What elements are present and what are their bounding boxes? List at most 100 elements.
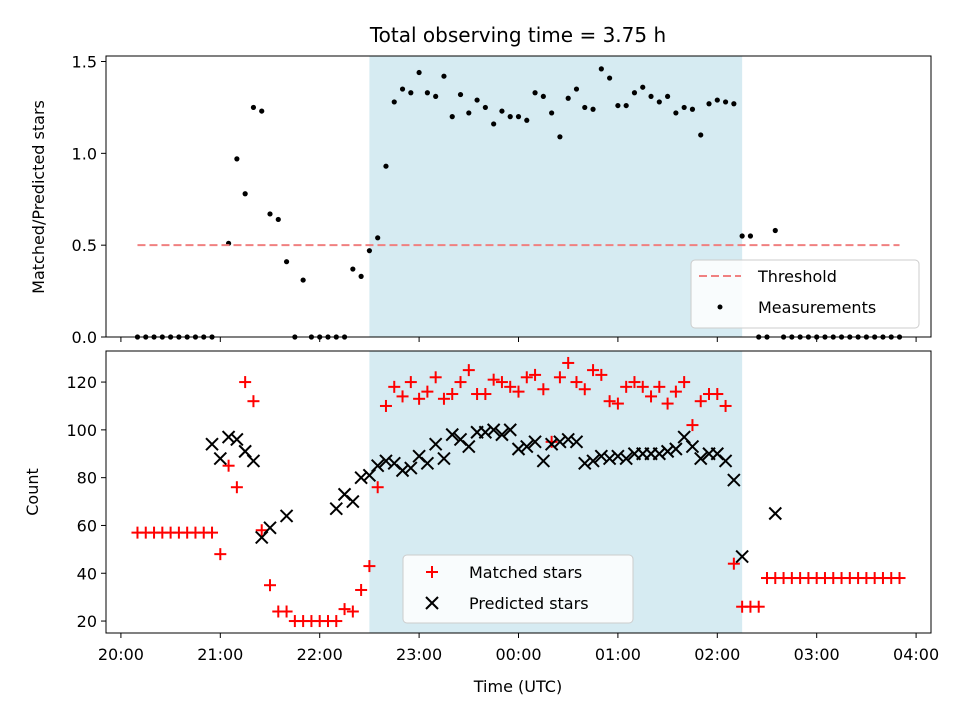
top-y-ticks: 0.0 0.5 1.0 1.5 — [72, 53, 106, 347]
predicted-star-point — [660, 444, 675, 459]
measurement-point — [656, 99, 662, 105]
predicted-star-point — [602, 451, 617, 466]
measurements-legend-marker — [717, 304, 723, 310]
matched-star-point — [537, 383, 550, 396]
predicted-star-point — [437, 451, 451, 466]
x-tick-label: 23:00 — [396, 645, 442, 664]
predicted-star-point — [246, 454, 261, 468]
matched-star-point — [727, 557, 740, 570]
measurement-point — [731, 101, 737, 107]
x-tick-label: 04:00 — [893, 645, 939, 664]
measurement-point — [507, 114, 513, 120]
measurement-point — [664, 93, 671, 100]
measurement-point — [491, 121, 497, 127]
matched-star-point — [230, 481, 243, 494]
top-panel: 0.0 0.5 1.0 1.5 Matched/Predicted stars Thr… — [29, 53, 932, 347]
predicted-star-point — [279, 509, 294, 523]
measurement-point — [598, 66, 604, 72]
predicted-star-point — [536, 454, 551, 468]
matched-star-point — [504, 380, 517, 393]
matched-star-point — [388, 380, 401, 393]
x-tick-label: 00:00 — [495, 645, 541, 664]
matched-star-point — [578, 383, 591, 396]
measurement-point — [607, 75, 613, 81]
matched-star-point — [628, 376, 641, 389]
predicted-star-point — [370, 459, 385, 473]
measurement-point — [416, 69, 422, 76]
matched-star-point — [669, 385, 682, 398]
measurement-point — [689, 106, 696, 112]
bottom-y-tick-label: 100 — [66, 421, 97, 440]
matched-star-point — [222, 459, 235, 472]
matched-star-point — [214, 548, 227, 561]
predicted-star-point — [395, 463, 410, 478]
predicted-star-point — [586, 454, 600, 468]
matched-star-point — [404, 376, 417, 389]
measurement-point — [673, 110, 679, 116]
matched-legend-label: Matched stars — [469, 563, 582, 582]
measurement-point — [623, 102, 629, 109]
matched-star-point — [678, 376, 691, 389]
matched-star-point — [487, 373, 500, 386]
bottom-legend-box — [402, 554, 634, 624]
matched-star-point — [653, 380, 666, 393]
bottom-panel: 20 40 60 80 100 120 20:00 21:00 22:00 23:00 00:00… — [23, 350, 939, 696]
predicted-star-point — [511, 442, 526, 456]
predicted-star-point — [718, 454, 733, 468]
measurement-point — [242, 191, 248, 197]
matched-star-point — [752, 600, 765, 613]
matched-star-point — [255, 524, 268, 537]
measurement-point — [615, 102, 621, 109]
matched-star-point — [462, 364, 475, 377]
measurement-point — [375, 235, 381, 241]
matched-star-point — [421, 385, 434, 398]
measurement-point — [722, 99, 729, 105]
x-tick-label: 21:00 — [197, 645, 243, 664]
measurement-point — [499, 108, 505, 114]
matched-star-point — [645, 390, 658, 403]
measurement-point — [524, 117, 530, 123]
bottom-y-tick-label: 20 — [77, 612, 97, 631]
predicted-star-point — [230, 432, 244, 447]
x-tick-label: 22:00 — [297, 645, 343, 664]
bottom-y-tick-label: 120 — [66, 373, 97, 392]
measurement-point — [549, 110, 555, 116]
predicted-star-point — [478, 425, 493, 439]
predicted-star-point — [520, 439, 534, 454]
matched-star-point — [570, 376, 583, 389]
matched-star-point — [239, 376, 252, 389]
predicted-star-point — [544, 437, 559, 451]
bottom-y-tick-label: 40 — [77, 564, 97, 583]
predicted-star-point — [354, 470, 368, 485]
matched-star-point — [562, 356, 575, 369]
measurement-point — [283, 259, 290, 265]
bottom-y-tick-label: 60 — [77, 516, 97, 535]
matched-star-point — [437, 392, 450, 405]
measurement-point — [582, 104, 588, 111]
measurement-point — [391, 99, 397, 105]
predicted-star-point — [445, 427, 459, 442]
measurement-point — [557, 134, 563, 140]
predicted-star-point — [768, 506, 782, 521]
top-y-tick-label: 0.5 — [72, 236, 97, 255]
measurement-point — [366, 248, 373, 254]
predicted-star-point — [379, 454, 393, 468]
predicted-star-point — [263, 521, 277, 535]
measurement-point — [275, 216, 281, 223]
measurement-point — [565, 95, 571, 101]
measurement-point — [259, 108, 265, 114]
predicted-star-point — [503, 423, 517, 437]
measurement-point — [234, 156, 240, 162]
measurement-point — [474, 97, 480, 103]
measurement-point — [648, 93, 654, 100]
matched-star-point — [346, 605, 359, 618]
matched-star-point — [553, 371, 566, 384]
predicted-star-point — [528, 435, 542, 449]
matched-star-point — [686, 419, 699, 432]
measurement-point — [383, 163, 389, 169]
matched-star-point — [280, 605, 293, 618]
top-y-tick-label: 0.0 — [72, 328, 97, 347]
predicted-star-point — [727, 473, 741, 487]
bottom-y-tick-label: 80 — [77, 469, 97, 488]
predicted-star-point — [495, 427, 509, 442]
